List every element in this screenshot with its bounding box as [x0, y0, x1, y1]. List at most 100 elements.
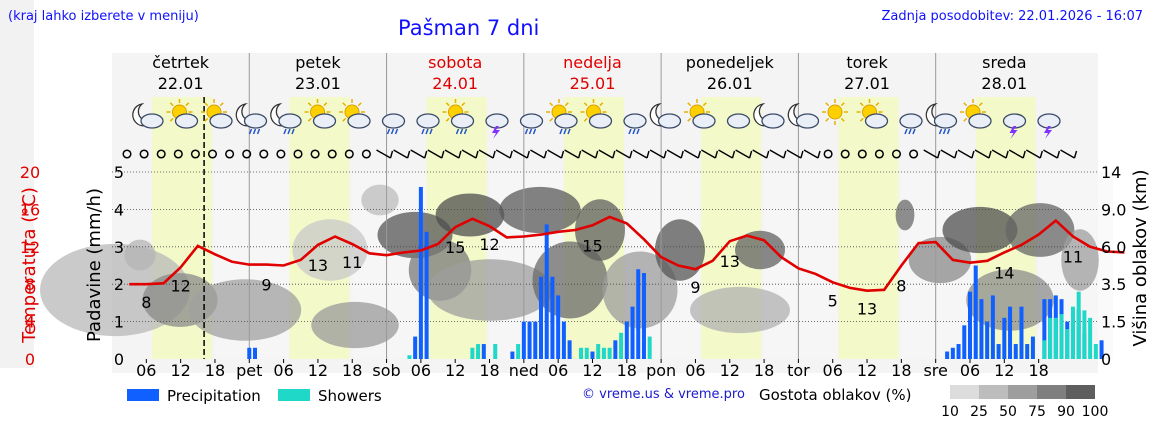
wind-barb-icon [461, 149, 479, 159]
day-name: petek [295, 53, 341, 72]
cloud-density-tick: 50 [999, 404, 1017, 420]
wind-barb-icon [393, 149, 411, 159]
cloud-density-tick: 90 [1057, 404, 1075, 420]
wind-barb-icon [581, 149, 599, 159]
calm-wind-icon [173, 149, 183, 159]
thunder-icon [1037, 113, 1061, 139]
cloud-density-tick: 25 [970, 404, 988, 420]
wind-barb-icon [1008, 149, 1026, 159]
cloud-rain-icon [416, 113, 440, 135]
x-tick-label: 12 [170, 361, 190, 380]
precipitation-bar [424, 231, 429, 359]
precip-tick-label: 5 [114, 163, 124, 182]
cloud-density-blob [311, 301, 399, 349]
calm-wind-icon [139, 149, 149, 159]
calm-wind-icon [207, 149, 218, 159]
calm-wind-icon [891, 149, 902, 159]
sun-cloud-icon [684, 99, 716, 129]
temperature-value-label: 15 [582, 236, 602, 255]
temperature-tick-label: 12 [20, 238, 40, 257]
precipitation-bar [950, 347, 955, 359]
wind-barb-icon [564, 149, 582, 159]
precipitation-bar [624, 321, 629, 359]
wind-barb-icon [923, 149, 941, 159]
showers-bar [1042, 340, 1047, 359]
showers-bar [1088, 317, 1093, 359]
credit-link[interactable]: © vreme.us & vreme.pro [582, 387, 745, 402]
wind-barb-icon [803, 149, 821, 159]
wind-barb-icon [940, 149, 958, 159]
cloud-rain-icon [623, 113, 647, 135]
calm-wind-icon [225, 149, 235, 159]
x-tick-label: 06 [273, 361, 293, 380]
temperature-tick-label: 8 [25, 275, 35, 294]
temperature-axis-label: Temperatura (°C) [19, 187, 40, 344]
precipitation-bar [413, 336, 418, 359]
sun-rain-icon [442, 99, 475, 135]
showers-bar [476, 344, 481, 359]
day-date: 26.01 [707, 74, 753, 93]
showers-bar [1065, 329, 1070, 359]
day-date: 27.01 [844, 74, 890, 93]
calm-wind-icon [874, 149, 884, 159]
showers-bar [1082, 310, 1087, 359]
precipitation-bar [996, 344, 1001, 359]
showers-bar [584, 347, 589, 359]
precipitation-bar [544, 224, 549, 359]
wind-barb-icon [701, 149, 719, 159]
x-tick-label: sob [372, 361, 400, 380]
x-tick-label: 06 [411, 361, 431, 380]
calm-wind-icon [156, 149, 166, 159]
x-tick-label: 06 [685, 361, 705, 380]
calm-wind-icon [840, 149, 850, 159]
thunder-icon [485, 113, 509, 139]
wind-barb-icon [974, 149, 992, 159]
precipitation-bar [1042, 299, 1047, 359]
precip-tick-label: 3 [114, 238, 124, 257]
precip-axis-label: Padavine (mm/h) [84, 188, 105, 342]
wind-barb-icon [649, 149, 667, 159]
moon-cloud-icon [753, 102, 785, 129]
wind-barb-icon [769, 149, 787, 159]
cloud-density-swatch [1066, 385, 1095, 399]
wind-barb-icon [478, 149, 496, 159]
sun-cloud-icon [166, 99, 199, 129]
wind-barb-icon [786, 149, 804, 159]
showers-bar [516, 344, 521, 359]
precipitation-bar [550, 276, 555, 359]
showers-bar [619, 332, 624, 359]
cloud-height-tick-label: 1.5 [1101, 313, 1126, 332]
precipitation-bar [521, 321, 526, 359]
temperature-value-label: 14 [994, 263, 1014, 282]
cloud-density-label: Gostota oblakov (%) [759, 386, 912, 404]
precipitation-bar [556, 295, 561, 359]
sun-cloud-icon [856, 99, 889, 129]
showers-bar [1053, 317, 1058, 359]
precipitation-bar [567, 340, 572, 359]
calm-wind-icon [361, 149, 371, 159]
day-date: 28.01 [981, 74, 1027, 93]
day-name: četrtek [152, 53, 210, 72]
calm-wind-icon [857, 149, 867, 159]
wind-barb-icon [444, 149, 462, 159]
x-tick-label: pon [646, 361, 676, 380]
precipitation-bar [527, 321, 532, 359]
precipitation-bar [630, 306, 635, 359]
precipitation-bar [990, 295, 995, 359]
showers-bar [1070, 306, 1075, 359]
temperature-value-label: 12 [479, 235, 499, 254]
temperature-value-label: 9 [690, 278, 700, 297]
showers-bar [1093, 344, 1098, 359]
precip-tick-label: 1 [114, 313, 124, 332]
cloud-density-blob [188, 279, 302, 341]
precip-tick-label: 0 [114, 350, 124, 369]
daylight-band [838, 97, 899, 359]
precipitation-bar [1019, 306, 1024, 359]
cloud-density-tick: 100 [1082, 404, 1109, 420]
cloud-density-blob [908, 236, 972, 284]
calm-wind-icon [259, 149, 269, 159]
precipitation-bar [613, 340, 618, 359]
location-menu-hint[interactable]: (kraj lahko izberete v meniju) [8, 9, 199, 24]
wind-barb-icon [666, 149, 684, 159]
cloud-cloud-icon [726, 113, 751, 129]
